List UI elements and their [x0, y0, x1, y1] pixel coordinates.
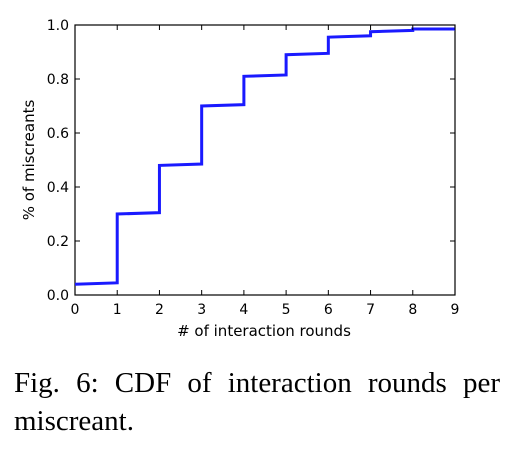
cdf-series-line	[74, 27, 455, 286]
y-tick-label: 1.0	[47, 18, 69, 34]
x-tick-label: 2	[155, 302, 164, 318]
x-tick-label: 0	[71, 302, 80, 318]
y-tick-label: 0.8	[47, 72, 69, 88]
x-tick-label: 6	[324, 302, 333, 318]
y-tick-label: 0.6	[47, 126, 69, 142]
x-axis-label: # of interaction rounds	[177, 322, 351, 340]
figure-caption: Fig. 6: CDF of interaction rounds per mi…	[14, 367, 500, 437]
x-tick-label: 9	[451, 302, 460, 318]
x-axis-ticks: 0 1 2 3 4 5 6 7 8 9	[71, 25, 460, 318]
y-tick-label: 0.4	[47, 180, 69, 196]
x-tick-label: 1	[113, 302, 122, 318]
x-tick-label: 8	[408, 302, 417, 318]
x-tick-label: 7	[366, 302, 375, 318]
plot-area	[74, 24, 456, 296]
x-tick-label: 4	[239, 302, 248, 318]
y-axis-label: % of miscreants	[20, 100, 38, 221]
x-tick-label: 5	[282, 302, 291, 318]
plot-frame	[74, 24, 456, 296]
cdf-chart: 0 1 2 3 4 5 6 7 8 9 0.0 0.2 0.4 0.6 0.8 1.0 # of inter…	[20, 18, 460, 340]
x-tick-label: 3	[197, 302, 206, 318]
y-axis-ticks: 0.0 0.2 0.4 0.6 0.8 1.0	[47, 18, 455, 304]
y-tick-label: 0.0	[47, 288, 69, 304]
y-tick-label: 0.2	[47, 234, 69, 250]
